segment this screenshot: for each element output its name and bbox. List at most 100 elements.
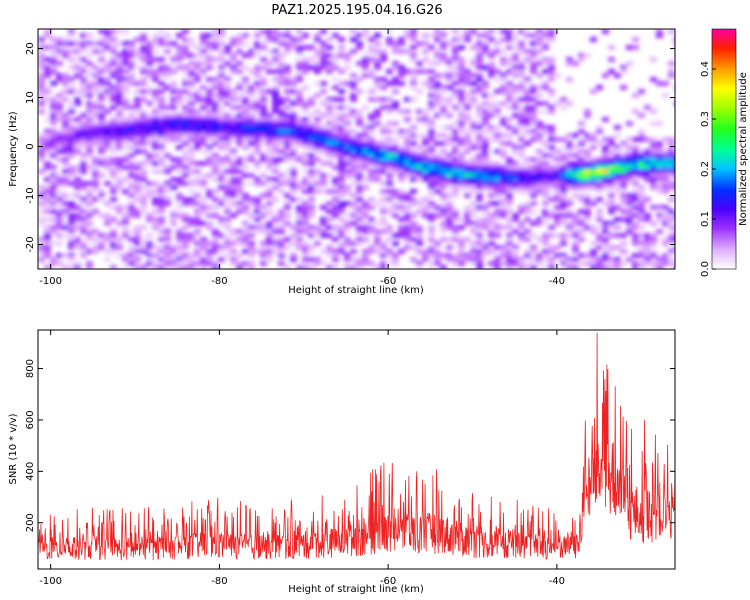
heatmap-cell [548,249,555,254]
heatmap-cell [140,77,147,82]
heatmap-cell [332,85,339,90]
heatmap-cell [548,261,555,266]
heatmap-cell [242,89,249,94]
heatmap-cell [206,41,213,46]
heatmap-cell [86,249,93,254]
heatmap-cell [116,133,123,138]
heatmap-cell [572,153,579,158]
heatmap-cell [644,233,651,238]
heatmap-cell [170,85,177,90]
heatmap-cell [38,141,45,146]
heatmap-cell [68,225,75,230]
heatmap-cell [410,201,417,206]
heatmap-cell [290,41,297,46]
heatmap-cell [368,229,375,234]
heatmap-cell [284,181,291,186]
heatmap-cell [590,173,597,178]
heatmap-cell [530,89,537,94]
heatmap-cell [314,65,321,70]
heatmap-cell [596,197,603,202]
heatmap-cell [590,133,597,138]
heatmap-cell [446,185,453,190]
heatmap-cell [242,145,249,150]
heatmap-cell [284,193,291,198]
heatmap-cell [458,153,465,158]
heatmap-cell [446,77,453,82]
heatmap-cell [500,165,507,170]
heatmap-cell [188,181,195,186]
colorbar: 0.00.10.20.30.4 Normalized spectral ampl… [700,28,749,277]
heatmap-cell [440,193,447,198]
heatmap-cell [176,33,183,38]
heatmap-cell [110,245,117,250]
heatmap-cell [518,169,525,174]
heatmap-cell [440,41,447,46]
heatmap-cell [266,249,273,254]
heatmap-cell [218,257,225,262]
heatmap-cell [566,77,573,82]
heatmap-cell [242,121,249,126]
heatmap-cell [68,193,75,198]
heatmap-cell [392,257,399,262]
heatmap-cell [386,249,393,254]
heatmap-cell [332,105,339,110]
heatmap-cell [152,169,159,174]
heatmap-cell [434,73,441,78]
heatmap-cell [470,129,477,134]
heatmap-cell [548,29,555,34]
heatmap-cell [266,89,273,94]
heatmap-cell [356,261,363,266]
heatmap-cell [530,129,537,134]
heatmap-cell [578,261,585,266]
heatmap-cell [476,33,483,38]
heatmap-cell [284,237,291,242]
heatmap-cell [206,57,213,62]
heatmap-cell [548,89,555,94]
heatmap-cell [344,65,351,70]
heatmap-cell [272,109,279,114]
heatmap-cell [98,133,105,138]
heatmap-cell [290,253,297,258]
heatmap-cell [464,93,471,98]
heatmap-cell [530,133,537,138]
heatmap-cell [428,129,435,134]
heatmap-cell [404,137,411,142]
heatmap-cell [638,149,645,154]
heatmap-cell [668,29,675,34]
heatmap-cell [656,181,663,186]
heatmap-cell [332,53,339,58]
heatmap-cell [224,241,231,246]
heatmap-cell [488,125,495,130]
heatmap-cell [350,157,357,162]
heatmap-cell [494,221,501,226]
heatmap-cell [98,125,105,130]
heatmap-cell [500,133,507,138]
heatmap-cell [536,29,543,34]
heatmap-cell [104,181,111,186]
heatmap-cell [158,129,165,134]
heatmap-cell [560,193,567,198]
heatmap-cell [554,221,561,226]
heatmap-cell [326,101,333,106]
heatmap-cell [482,177,489,182]
heatmap-cell [326,109,333,114]
heatmap-cell [452,257,459,262]
heatmap-cell [476,85,483,90]
heatmap-cell [296,213,303,218]
heatmap-cell [548,185,555,190]
heatmap-cell [218,117,225,122]
heatmap-cell [206,97,213,102]
heatmap-cell [158,169,165,174]
heatmap-cell [230,177,237,182]
heatmap-cell [638,173,645,178]
heatmap-cell [656,213,663,218]
heatmap-cell [134,101,141,106]
heatmap-cell [518,145,525,150]
heatmap-cell [284,81,291,86]
heatmap-cell [440,85,447,90]
heatmap-cell [392,41,399,46]
heatmap-cell [182,173,189,178]
heatmap-cell [152,253,159,258]
heatmap-cell [194,201,201,206]
heatmap-cell [620,161,627,166]
